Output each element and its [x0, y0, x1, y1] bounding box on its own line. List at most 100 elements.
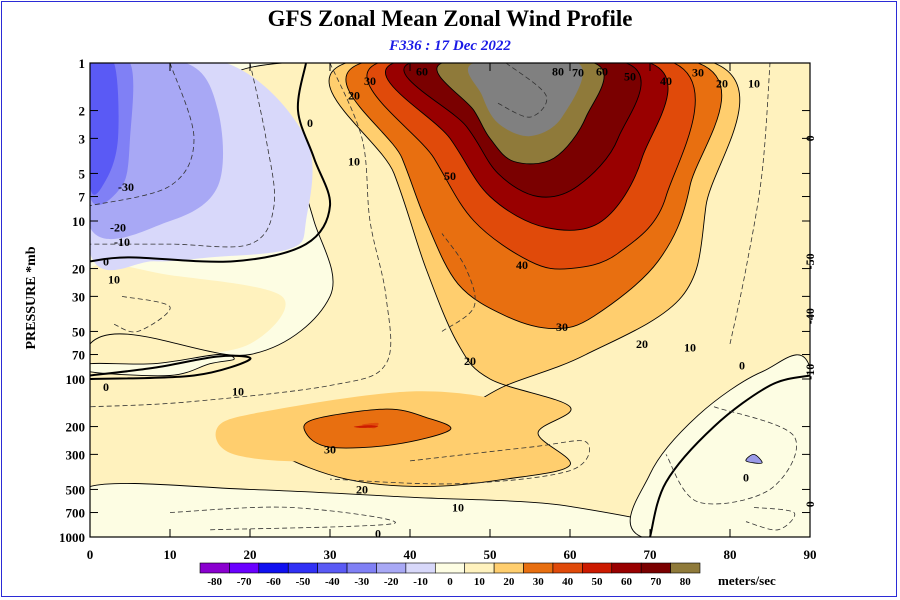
colorbar-label: 10	[474, 576, 486, 588]
x-tick-label: 10	[164, 547, 177, 562]
small-negative-cell	[745, 454, 763, 464]
colorbar-label: 0	[447, 576, 453, 588]
colorbar-label: -20	[384, 576, 399, 588]
contour-band-9	[467, 63, 583, 137]
colorbar-label: -80	[207, 576, 222, 588]
dashed-contour-10	[729, 63, 771, 344]
x-tick-label: 40	[404, 547, 417, 562]
colorbar-unit: meters/sec	[718, 573, 776, 588]
contour-label: 20	[464, 354, 476, 368]
contour-label: 80	[552, 64, 564, 78]
contour-label: 0	[307, 116, 313, 130]
colorbar-label: 20	[503, 576, 515, 588]
y-tick-label: 7	[79, 190, 86, 205]
contour-label: -40	[803, 308, 817, 324]
zero-contour-2	[649, 374, 810, 537]
contour-label: 60	[596, 64, 608, 78]
colorbar-swatch	[317, 562, 348, 574]
contour-label: 10	[232, 385, 244, 399]
colorbar-swatch	[670, 562, 701, 574]
colorbar-swatch	[376, 562, 407, 574]
contour-label: -10	[114, 235, 130, 249]
contour-label: -20	[110, 221, 126, 235]
contour-label: 30	[324, 443, 336, 457]
contour-label: 20	[356, 482, 368, 496]
colorbar-label: 30	[533, 576, 545, 588]
colorbar-label: 80	[680, 576, 692, 588]
colorbar-swatch	[523, 562, 554, 574]
y-tick-label: 1000	[59, 530, 85, 545]
x-tick-label: 50	[484, 547, 497, 562]
colorbar-label: 60	[621, 576, 633, 588]
contour-label: 50	[624, 70, 636, 84]
contour-label: 0	[803, 135, 817, 141]
contour-label: -10	[803, 364, 817, 380]
y-tick-label: 200	[66, 420, 86, 435]
contour-label: 10	[684, 340, 696, 354]
colorbar-swatch	[640, 562, 671, 574]
colorbar-swatch	[405, 562, 436, 574]
colorbar-label: -50	[296, 576, 311, 588]
contour-label: 70	[572, 66, 584, 80]
colorbar-label: 70	[650, 576, 662, 588]
y-tick-label: 70	[72, 348, 85, 363]
contour-label: 10	[348, 154, 360, 168]
colorbar-swatch	[229, 562, 260, 574]
colorbar-label: -70	[237, 576, 252, 588]
x-tick-label: 20	[244, 547, 257, 562]
colorbar-swatch	[199, 562, 230, 574]
contour-label: 0	[103, 254, 109, 268]
colorbar-swatch	[464, 562, 495, 574]
colorbar-label: 40	[562, 576, 574, 588]
colorbar-label: -30	[354, 576, 369, 588]
dashed-contour-6	[329, 440, 590, 485]
contour-band-18	[90, 63, 119, 195]
x-tick-label: 60	[564, 547, 577, 562]
contour-label: 40	[516, 258, 528, 272]
colorbar-label: -10	[413, 576, 428, 588]
y-tick-label: 2	[79, 104, 86, 119]
contour-label: 0	[375, 526, 381, 540]
colorbar-swatch	[552, 562, 583, 574]
contour-label: 60	[416, 64, 428, 78]
colorbar-swatch	[434, 562, 466, 574]
colorbar-swatch	[258, 562, 289, 574]
contour-label: 10	[452, 500, 464, 514]
y-tick-label: 10	[72, 214, 85, 229]
colorbar-swatch	[346, 562, 377, 574]
contour-band-11	[353, 425, 379, 428]
contour-label: 20	[636, 337, 648, 351]
contour-lines	[90, 63, 810, 537]
y-tick-label: 100	[66, 372, 86, 387]
colorbar: -80 -70 -60 -50 -40 -30 -20 -10 0 10 20 30 40 50 60 70 8…	[199, 562, 776, 588]
contour-label: 40	[660, 74, 672, 88]
contour-label: -50	[803, 253, 817, 269]
contour-label: 10	[748, 77, 760, 91]
contour-label: 10	[108, 273, 120, 287]
contour-band-14	[629, 354, 810, 537]
x-tick-label: 70	[644, 547, 657, 562]
colorbar-swatch	[611, 562, 642, 574]
dashed-contour-1	[90, 63, 275, 248]
y-tick-label: 300	[66, 447, 86, 462]
y-tick-label: 5	[79, 166, 86, 181]
x-tick-label: 80	[724, 547, 737, 562]
dashed-contour-5	[497, 63, 548, 118]
zero-contour-1	[90, 354, 252, 380]
chart-subtitle: F336 : 17 Dec 2022	[389, 38, 511, 54]
colorbar-swatch	[582, 562, 613, 574]
contour-fills	[90, 63, 810, 537]
y-tick-label: 50	[72, 324, 85, 339]
colorbar-label: -40	[325, 576, 340, 588]
contour-label: 0	[103, 380, 109, 394]
contour-label: 0	[739, 358, 745, 372]
contour-label: 30	[364, 74, 376, 88]
contour-label: -30	[118, 180, 134, 194]
contour-label: 30	[692, 66, 704, 80]
y-tick-label: 20	[72, 262, 85, 277]
contour-band-4	[303, 408, 452, 449]
